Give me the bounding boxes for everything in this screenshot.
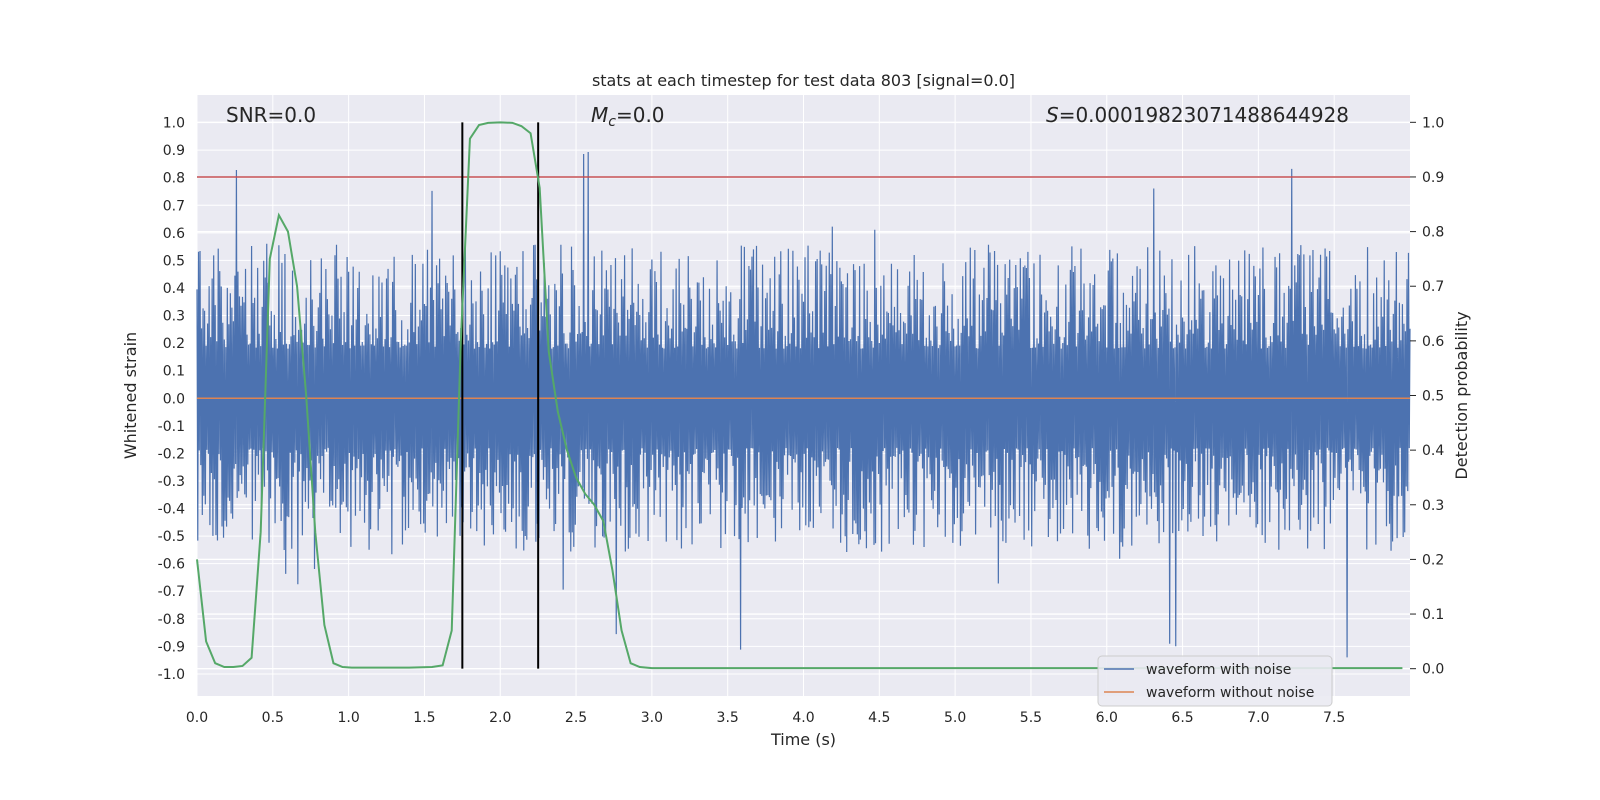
left-tick-label-20: -1.0: [158, 667, 185, 683]
x-ticks: 0.0 0.5 1.0 1.5 2.0 2.5 3.0 3.5 4.0 4.5 5.0 5.5 6.0 6…: [186, 710, 1345, 726]
left-tick-label-16: -0.6: [158, 557, 185, 573]
right-tick-label-9: 0.1: [1422, 607, 1444, 623]
x-tick-label-14: 7.0: [1247, 710, 1269, 726]
legend-box: [1097, 655, 1333, 707]
annotation-chirp-mass: Mc=0.0: [591, 103, 665, 130]
right-tick-label-3: 0.7: [1422, 279, 1444, 295]
right-y-ticks: 1.0 0.9 0.8 0.7 0.6 0.5 0.4 0.3 0.2 0.1 0.0: [1410, 115, 1444, 678]
x-tick-label-12: 6.0: [1096, 710, 1118, 726]
right-tick-label-2: 0.8: [1422, 225, 1444, 241]
x-tick-label-5: 2.5: [565, 710, 587, 726]
right-tick-label-6: 0.4: [1422, 443, 1444, 459]
x-tick-label-13: 6.5: [1171, 710, 1193, 726]
left-tick-label-12: -0.2: [158, 446, 185, 462]
trigger-window-lines: [461, 122, 540, 669]
x-tick-label-6: 3.0: [641, 710, 663, 726]
x-axis-label: Time (s): [770, 730, 836, 749]
left-tick-label-17: -0.7: [158, 584, 185, 600]
right-tick-label-7: 0.3: [1422, 498, 1444, 514]
y-axis-label-left: Whitened strain: [121, 332, 140, 459]
x-tick-label-7: 3.5: [717, 710, 739, 726]
noise-trace: [196, 151, 1411, 658]
left-tick-label-14: -0.4: [158, 502, 185, 518]
annotation-chirp-mass-symbol: M: [591, 103, 608, 127]
right-tick-label-0: 1.0: [1422, 115, 1444, 131]
x-tick-label-11: 5.5: [1020, 710, 1042, 726]
left-tick-label-2: 0.8: [163, 171, 185, 187]
left-tick-label-7: 0.3: [163, 309, 185, 325]
y-axis-label-right: Detection probability: [1452, 311, 1471, 479]
x-tick-label-9: 4.5: [868, 710, 890, 726]
left-tick-label-5: 0.5: [163, 253, 185, 269]
x-tick-label-10: 5.0: [944, 710, 966, 726]
right-tick-label-10: 0.0: [1422, 662, 1444, 678]
left-tick-label-18: -0.8: [158, 612, 185, 628]
series-detection-probability: [196, 121, 1403, 670]
annotation-chirp-mass-value: =0.0: [616, 103, 665, 127]
chart-title: stats at each timestep for test data 803…: [592, 71, 1015, 90]
x-tick-label-3: 1.5: [413, 710, 435, 726]
legend: waveform with noise waveform without noi…: [1097, 655, 1333, 707]
left-tick-label-19: -0.9: [158, 639, 185, 655]
left-tick-label-13: -0.3: [158, 474, 185, 490]
annotation-snr: SNR=0.0: [226, 103, 316, 127]
left-tick-label-10: 0.0: [163, 391, 185, 407]
left-tick-label-6: 0.4: [163, 281, 185, 297]
series-waveform-with-noise: [196, 151, 1411, 658]
right-tick-label-8: 0.2: [1422, 552, 1444, 568]
annotation-score-symbol: S: [1046, 103, 1059, 127]
left-tick-label-3: 0.7: [163, 198, 185, 214]
right-tick-label-5: 0.5: [1422, 389, 1444, 405]
left-tick-label-4: 0.6: [163, 226, 185, 242]
left-tick-label-8: 0.2: [163, 336, 185, 352]
left-tick-label-1: 0.9: [163, 143, 185, 159]
annotation-chirp-mass-subscript: c: [608, 114, 616, 130]
left-tick-label-11: -0.1: [158, 419, 185, 435]
annotation-score-value: =0.00019823071488644928: [1059, 103, 1349, 127]
left-tick-label-0: 1.0: [163, 116, 185, 132]
annotation-score: S=0.00019823071488644928: [1046, 103, 1349, 127]
x-tick-label-1: 0.5: [262, 710, 284, 726]
right-tick-label-4: 0.6: [1422, 334, 1444, 350]
right-tick-label-1: 0.9: [1422, 170, 1444, 186]
left-tick-label-15: -0.5: [158, 529, 185, 545]
x-tick-label-15: 7.5: [1323, 710, 1345, 726]
x-tick-label-2: 1.0: [337, 710, 359, 726]
legend-entry-waveform-with-noise: waveform with noise: [1146, 662, 1291, 678]
left-tick-label-9: 0.1: [163, 364, 185, 380]
x-tick-label-4: 2.0: [489, 710, 511, 726]
x-tick-label-0: 0.0: [186, 710, 208, 726]
left-y-ticks: 1.0 0.9 0.8 0.7 0.6 0.5 0.4 0.3 0.2 0.1 0.0 -0.1 -0.…: [158, 116, 185, 683]
legend-entry-waveform-without-noise: waveform without noise: [1146, 685, 1314, 701]
x-tick-label-8: 4.0: [792, 710, 814, 726]
